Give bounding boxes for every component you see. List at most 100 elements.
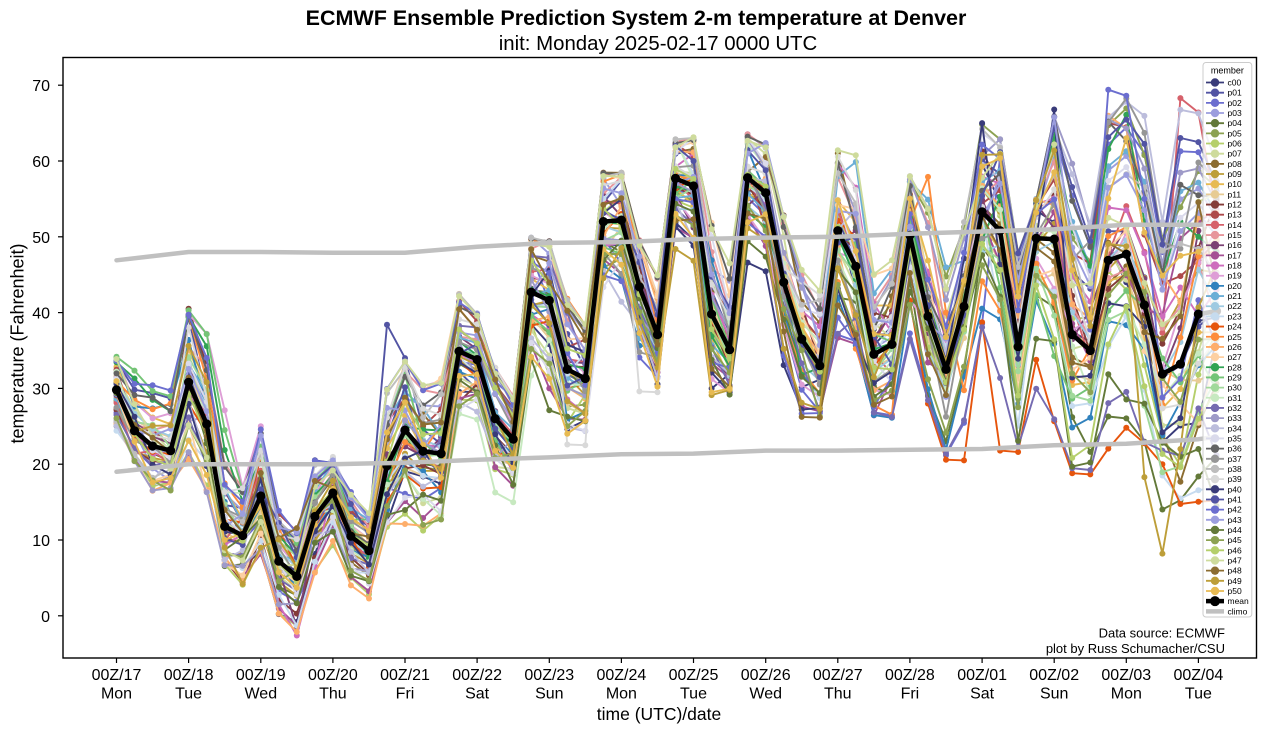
svg-text:00Z/18: 00Z/18 [164, 667, 214, 684]
svg-text:p39: p39 [1228, 474, 1242, 484]
svg-text:p12: p12 [1228, 200, 1242, 210]
svg-text:p02: p02 [1228, 98, 1242, 108]
svg-text:20: 20 [32, 457, 50, 474]
svg-text:p10: p10 [1228, 179, 1242, 189]
svg-text:Tue: Tue [1185, 686, 1212, 703]
svg-text:p13: p13 [1228, 210, 1242, 220]
svg-text:00Z/22: 00Z/22 [452, 667, 502, 684]
svg-text:p26: p26 [1228, 342, 1242, 352]
svg-text:p19: p19 [1228, 271, 1242, 281]
svg-text:Sat: Sat [970, 686, 995, 703]
svg-text:ECMWF Ensemble Prediction Syst: ECMWF Ensemble Prediction System 2-m tem… [306, 6, 967, 30]
svg-text:p36: p36 [1228, 444, 1242, 454]
svg-text:climo: climo [1228, 606, 1248, 616]
svg-text:00Z/19: 00Z/19 [236, 667, 286, 684]
svg-text:Mon: Mon [101, 686, 132, 703]
svg-text:member: member [1211, 66, 1244, 76]
svg-text:p33: p33 [1228, 413, 1242, 423]
svg-text:p31: p31 [1228, 393, 1242, 403]
svg-text:00Z/28: 00Z/28 [885, 667, 935, 684]
svg-text:p50: p50 [1228, 586, 1242, 596]
svg-text:p04: p04 [1228, 118, 1242, 128]
svg-text:p42: p42 [1228, 505, 1242, 515]
svg-text:p46: p46 [1228, 545, 1242, 555]
svg-text:Wed: Wed [749, 686, 782, 703]
svg-text:00Z/04: 00Z/04 [1173, 667, 1223, 684]
svg-text:00Z/24: 00Z/24 [596, 667, 646, 684]
svg-text:mean: mean [1228, 596, 1250, 606]
svg-text:30: 30 [32, 381, 50, 398]
svg-text:60: 60 [32, 154, 50, 171]
svg-text:p11: p11 [1228, 189, 1242, 199]
svg-text:Wed: Wed [244, 686, 277, 703]
svg-text:Sat: Sat [465, 686, 490, 703]
svg-text:p22: p22 [1228, 301, 1242, 311]
svg-text:p09: p09 [1228, 169, 1242, 179]
svg-text:p43: p43 [1228, 515, 1242, 525]
svg-text:00Z/03: 00Z/03 [1101, 667, 1151, 684]
svg-text:p17: p17 [1228, 250, 1242, 260]
svg-text:p45: p45 [1228, 535, 1242, 545]
svg-text:p38: p38 [1228, 464, 1242, 474]
svg-text:p28: p28 [1228, 362, 1242, 372]
svg-text:00Z/02: 00Z/02 [1029, 667, 1079, 684]
svg-text:0: 0 [41, 609, 50, 626]
svg-text:Thu: Thu [319, 686, 347, 703]
svg-text:p29: p29 [1228, 372, 1242, 382]
svg-text:00Z/25: 00Z/25 [669, 667, 719, 684]
svg-text:p06: p06 [1228, 139, 1242, 149]
svg-text:p37: p37 [1228, 454, 1242, 464]
svg-text:p14: p14 [1228, 220, 1242, 230]
svg-text:p27: p27 [1228, 352, 1242, 362]
svg-text:p30: p30 [1228, 383, 1242, 393]
svg-text:p01: p01 [1228, 88, 1242, 98]
svg-text:00Z/21: 00Z/21 [380, 667, 430, 684]
svg-text:p41: p41 [1228, 494, 1242, 504]
svg-text:p07: p07 [1228, 149, 1242, 159]
svg-text:50: 50 [32, 230, 50, 247]
svg-text:p35: p35 [1228, 433, 1242, 443]
svg-text:p44: p44 [1228, 525, 1242, 535]
svg-text:p03: p03 [1228, 108, 1242, 118]
svg-text:p21: p21 [1228, 291, 1242, 301]
svg-text:p34: p34 [1228, 423, 1242, 433]
svg-text:00Z/26: 00Z/26 [741, 667, 791, 684]
svg-text:Thu: Thu [824, 686, 852, 703]
svg-text:00Z/27: 00Z/27 [813, 667, 863, 684]
svg-text:00Z/17: 00Z/17 [92, 667, 142, 684]
svg-text:00Z/01: 00Z/01 [957, 667, 1007, 684]
svg-text:c00: c00 [1228, 78, 1242, 88]
svg-text:Data source: ECMWF: Data source: ECMWF [1099, 626, 1225, 641]
svg-text:Fri: Fri [396, 686, 415, 703]
svg-text:Sun: Sun [1040, 686, 1068, 703]
svg-text:p32: p32 [1228, 403, 1242, 413]
svg-text:p23: p23 [1228, 311, 1242, 321]
svg-text:p15: p15 [1228, 230, 1242, 240]
svg-text:Sun: Sun [535, 686, 563, 703]
svg-text:p47: p47 [1228, 555, 1242, 565]
svg-text:p08: p08 [1228, 159, 1242, 169]
svg-text:Tue: Tue [680, 686, 707, 703]
svg-text:p18: p18 [1228, 261, 1242, 271]
svg-text:10: 10 [32, 533, 50, 550]
svg-text:init: Monday 2025-02-17 0000 U: init: Monday 2025-02-17 0000 UTC [499, 33, 818, 55]
svg-text:00Z/20: 00Z/20 [308, 667, 358, 684]
svg-text:70: 70 [32, 78, 50, 95]
svg-text:Fri: Fri [901, 686, 920, 703]
svg-text:p49: p49 [1228, 576, 1242, 586]
svg-text:p20: p20 [1228, 281, 1242, 291]
svg-text:Mon: Mon [1111, 686, 1142, 703]
svg-text:plot by Russ Schumacher/CSU: plot by Russ Schumacher/CSU [1046, 641, 1225, 656]
svg-text:40: 40 [32, 306, 50, 323]
svg-text:p48: p48 [1228, 566, 1242, 576]
svg-text:p05: p05 [1228, 128, 1242, 138]
svg-text:time (UTC)/date: time (UTC)/date [597, 704, 721, 724]
svg-text:p24: p24 [1228, 322, 1242, 332]
svg-text:p16: p16 [1228, 240, 1242, 250]
svg-text:Mon: Mon [606, 686, 637, 703]
svg-text:00Z/23: 00Z/23 [524, 667, 574, 684]
svg-text:Tue: Tue [175, 686, 202, 703]
svg-text:p40: p40 [1228, 484, 1242, 494]
svg-text:p25: p25 [1228, 332, 1242, 342]
svg-text:temperature (Fahrenheit): temperature (Fahrenheit) [8, 243, 28, 443]
